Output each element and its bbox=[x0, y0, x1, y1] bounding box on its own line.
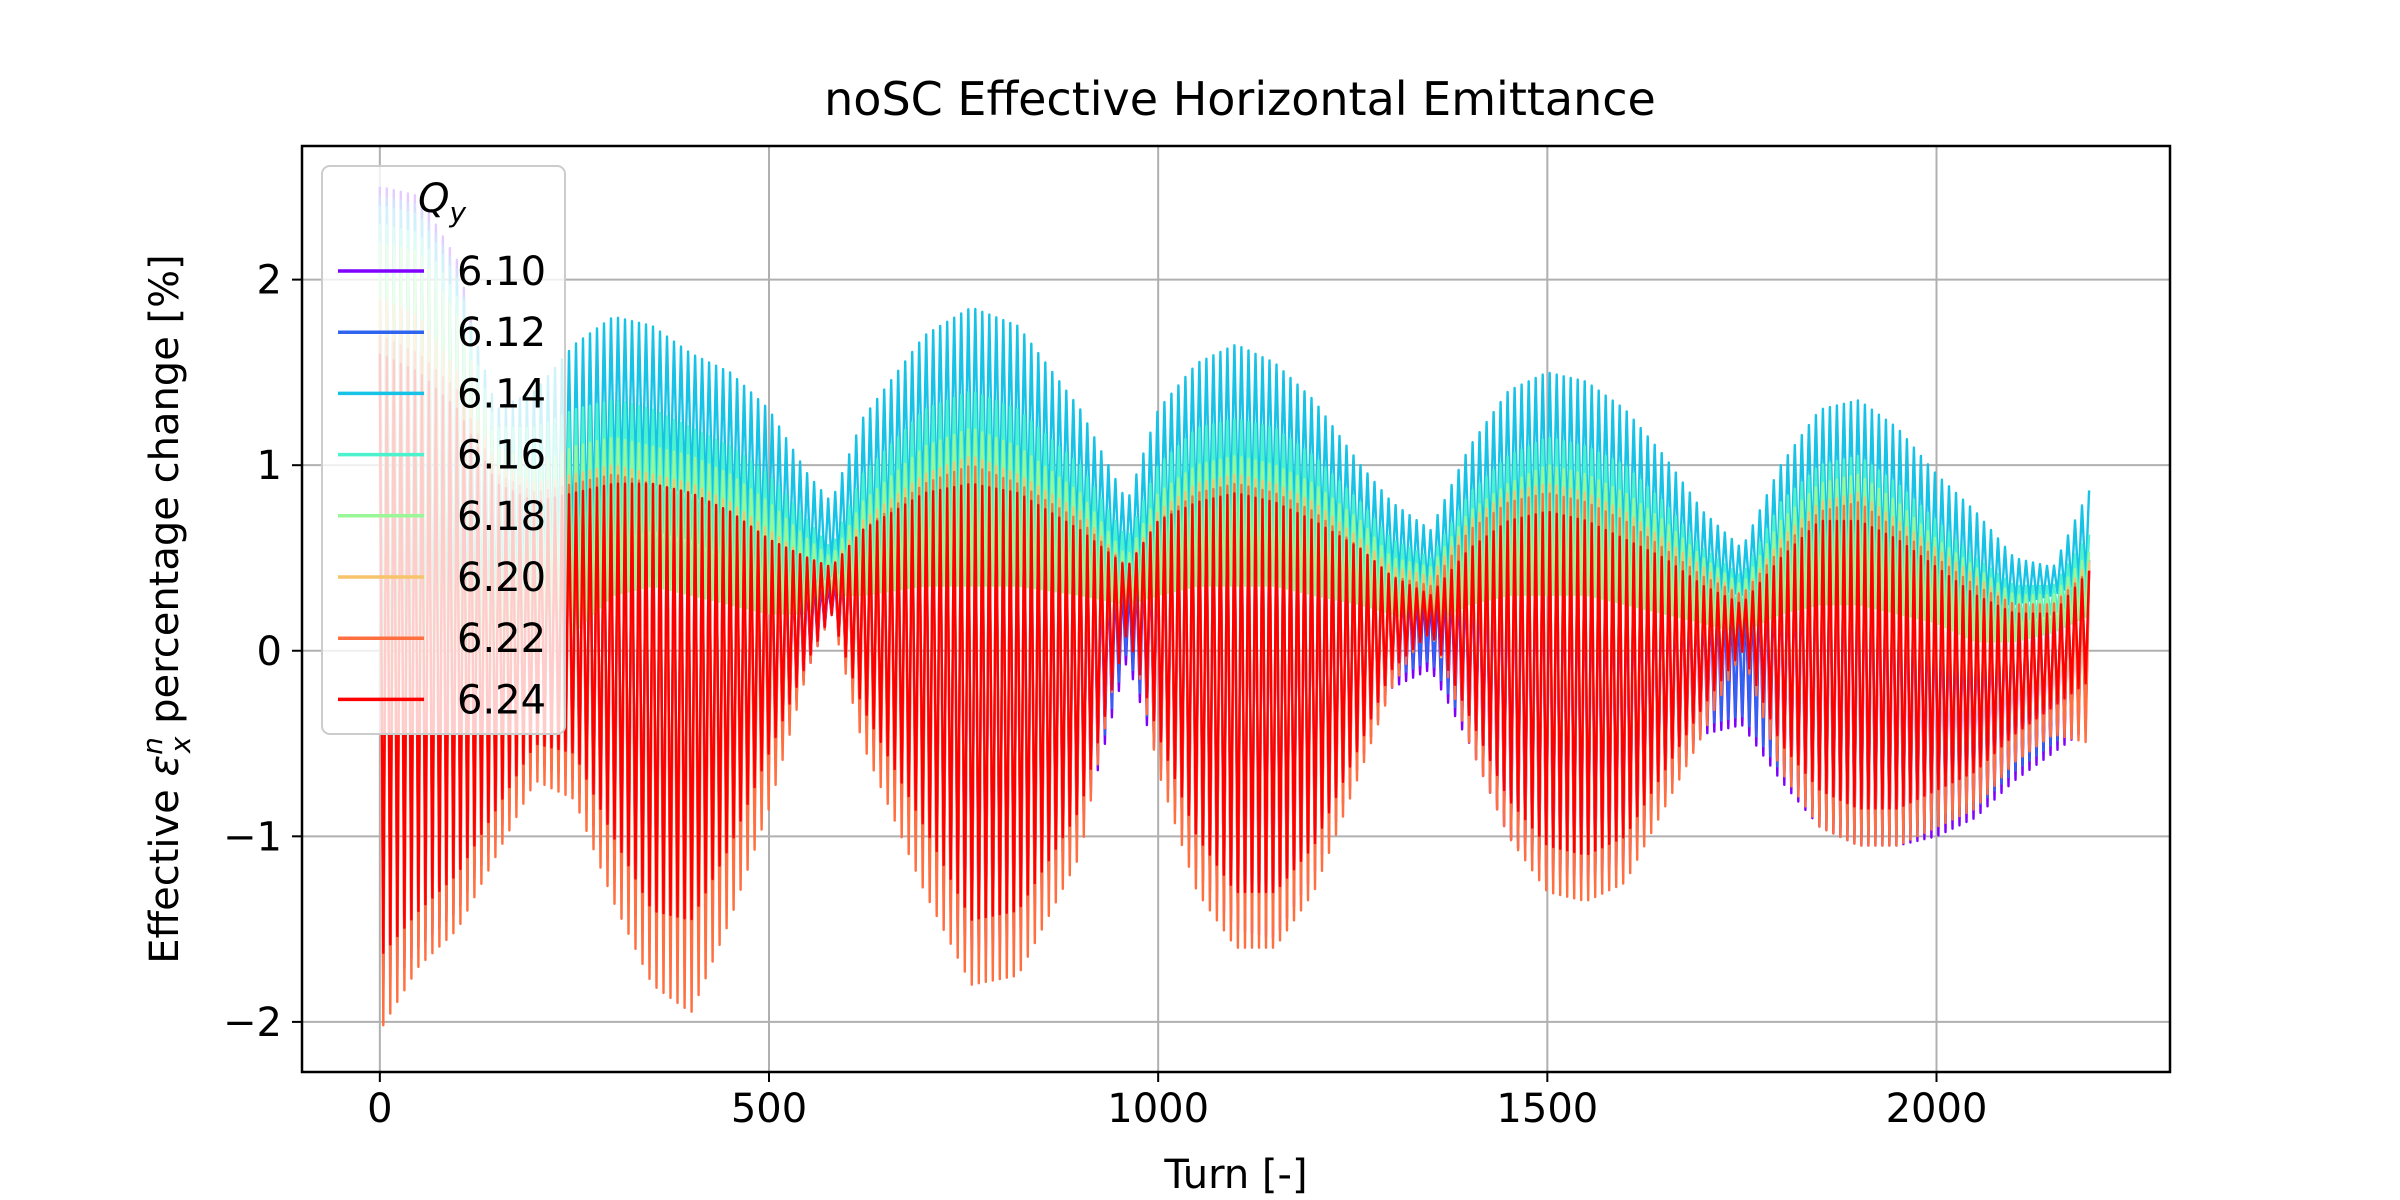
x-tick-label: 1000 bbox=[1107, 1086, 1209, 1132]
y-axis-label: Effective εnx percentage change [%] bbox=[136, 254, 197, 963]
y-tick-label: −1 bbox=[223, 814, 282, 860]
legend-label: 6.16 bbox=[457, 433, 546, 479]
plot-area: 0 500 1000 1500 2000 −2 −1 0 1 2 bbox=[223, 144, 2172, 1132]
legend-label: 6.12 bbox=[457, 310, 546, 356]
plot-frame bbox=[300, 144, 2172, 1074]
y-axis-label-subscript: x bbox=[164, 736, 197, 754]
legend-label: 6.10 bbox=[457, 249, 546, 295]
y-tick-label: 2 bbox=[257, 258, 282, 304]
x-axis: 0 500 1000 1500 2000 bbox=[367, 1072, 1987, 1132]
legend-entries: 6.10 6.12 6.14 6.16 6.18 6.20 6.22 6.24 bbox=[338, 249, 546, 723]
legend-label: 6.22 bbox=[457, 616, 546, 662]
series-line-6-18 bbox=[378, 242, 2091, 906]
legend-label: 6.14 bbox=[457, 371, 546, 417]
y-tick-label: 0 bbox=[257, 629, 282, 675]
y-tick-label: −2 bbox=[223, 1000, 282, 1046]
legend: Qy 6.10 6.12 6.14 6.16 6.18 6.20 6.22 6.24 bbox=[321, 165, 566, 735]
legend-label: 6.20 bbox=[457, 555, 546, 601]
chart-title: noSC Effective Horizontal Emittance bbox=[824, 72, 1656, 126]
x-tick-label: 2000 bbox=[1886, 1086, 1988, 1132]
legend-title-subscript: y bbox=[448, 196, 466, 229]
legend-frame bbox=[321, 165, 566, 735]
legend-title: Qy bbox=[418, 176, 466, 229]
y-axis-label-suffix: percentage change [%] bbox=[142, 254, 188, 736]
x-axis-label: Turn [-] bbox=[1163, 1152, 1307, 1198]
x-tick-label: 500 bbox=[731, 1086, 807, 1132]
series-layer bbox=[378, 186, 2091, 1027]
x-tick-label: 0 bbox=[367, 1086, 392, 1132]
legend-label: 6.18 bbox=[457, 494, 546, 540]
y-axis: −2 −1 0 1 2 bbox=[223, 258, 302, 1046]
y-axis-label-symbol: ε bbox=[142, 755, 188, 777]
x-tick-label: 1500 bbox=[1496, 1086, 1598, 1132]
y-axis-label-superscript: n bbox=[136, 737, 169, 755]
legend-label: 6.24 bbox=[457, 677, 546, 723]
series-line-6-24 bbox=[378, 353, 2091, 954]
legend-title-symbol: Q bbox=[418, 176, 449, 222]
y-tick-label: 1 bbox=[257, 443, 282, 489]
y-axis-label-prefix: Effective bbox=[142, 777, 188, 964]
